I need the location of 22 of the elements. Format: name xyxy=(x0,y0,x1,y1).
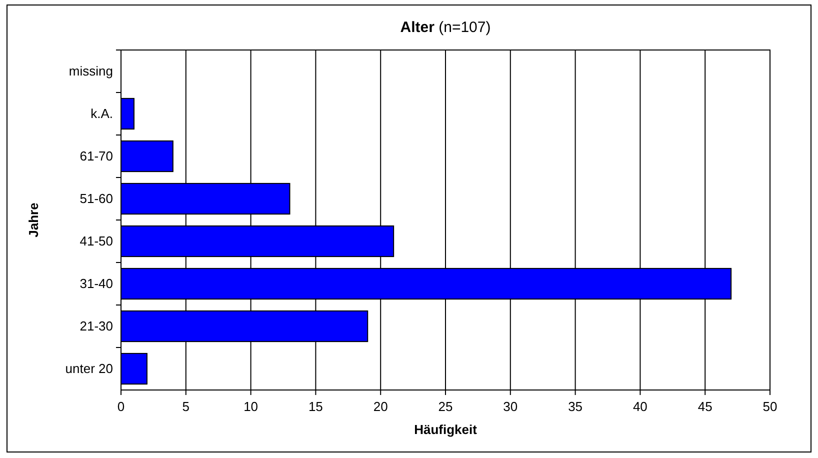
x-tick-label: 50 xyxy=(762,399,778,414)
chart-title: Alter (n=107) xyxy=(400,19,491,36)
x-tick-label: 20 xyxy=(373,399,388,414)
x-tick-label: 25 xyxy=(438,399,453,414)
x-tick-label: 45 xyxy=(698,399,712,414)
x-tick-label: 35 xyxy=(568,399,583,414)
x-tick-label: 10 xyxy=(244,399,258,414)
y-tick-label: 61-70 xyxy=(80,148,113,164)
y-tick-label: 51-60 xyxy=(80,190,113,206)
y-tick-label: 21-30 xyxy=(80,318,113,334)
x-tick-label: 0 xyxy=(117,399,125,414)
x-tick-label: 30 xyxy=(503,399,518,414)
x-tick-label: 40 xyxy=(632,399,648,414)
y-tick-label: 31-40 xyxy=(80,276,113,291)
y-tick-label: k.A. xyxy=(90,106,113,121)
x-tick-label: 15 xyxy=(308,399,323,414)
y-tick-label: 41-50 xyxy=(80,233,113,248)
x-tick-label: 5 xyxy=(182,399,190,414)
y-tick-label: missing xyxy=(68,63,113,78)
x-axis-title: Häufigkeit xyxy=(414,422,478,437)
y-axis-title: Jahre xyxy=(26,202,41,238)
y-tick-label: unter 20 xyxy=(65,360,113,376)
